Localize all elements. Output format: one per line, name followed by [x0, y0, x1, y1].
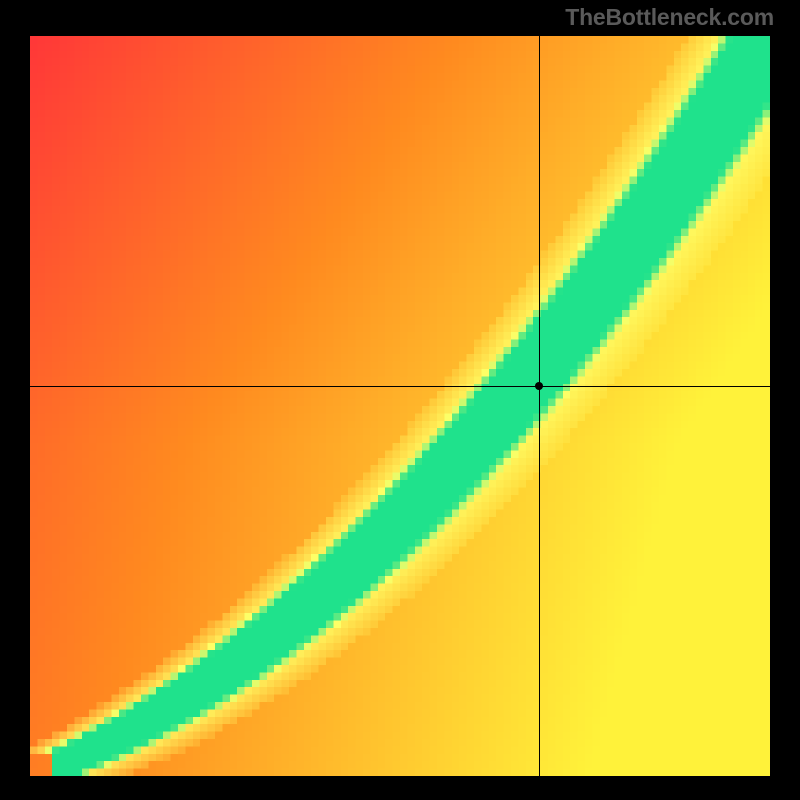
crosshair-horizontal: [30, 386, 770, 387]
crosshair-vertical: [539, 36, 540, 776]
bottleneck-heatmap: [30, 36, 770, 776]
chart-page: TheBottleneck.com: [0, 0, 800, 800]
watermark-text: TheBottleneck.com: [565, 4, 774, 31]
crosshair-marker-dot: [535, 382, 543, 390]
